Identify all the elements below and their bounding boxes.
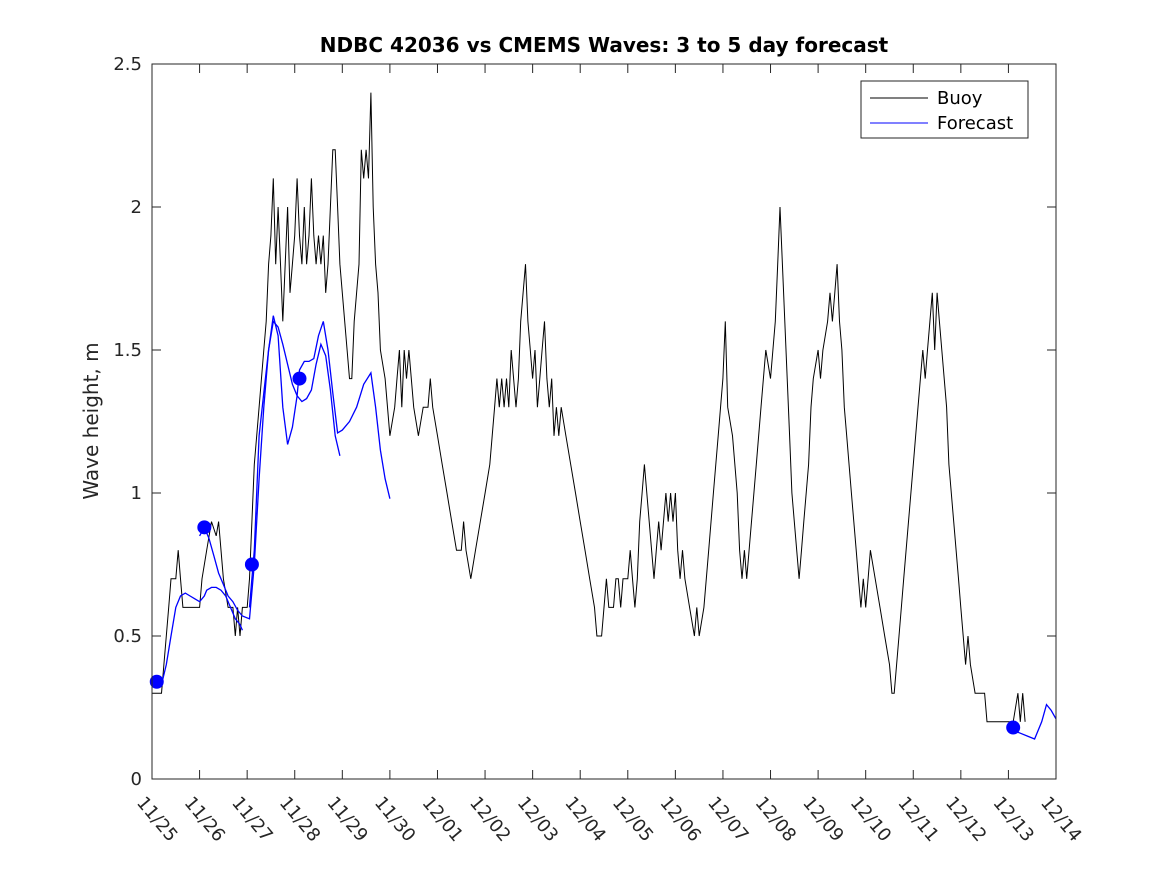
forecast-marker-1 [149, 674, 164, 689]
buoy-line [152, 92, 1026, 723]
chart-title: NDBC 42036 vs CMEMS Waves: 3 to 5 day fo… [320, 33, 889, 57]
forecast-marker-3 [244, 557, 259, 572]
y-tick-label: 1.5 [113, 340, 142, 361]
y-axis-label: Wave height, m [79, 342, 103, 499]
y-tick-label: 0.5 [113, 626, 142, 647]
forecast-line-4 [1012, 703, 1057, 740]
plot-area [152, 64, 1056, 779]
forecast-line-1 [156, 586, 243, 686]
y-tick-label: 1 [131, 483, 142, 504]
y-tick-label: 2.5 [113, 54, 142, 75]
forecast-marker-2 [197, 520, 212, 535]
forecast-marker-4 [292, 371, 307, 386]
legend-buoy-label: Buoy [937, 88, 983, 109]
y-tick-label: 2 [131, 197, 142, 218]
axes-box [151, 63, 1057, 780]
forecast-line-3 [248, 315, 391, 608]
legend: Buoy Forecast [860, 80, 1029, 139]
y-tick-label: 0 [131, 769, 142, 790]
legend-forecast-label: Forecast [937, 113, 1013, 134]
legend-box [860, 80, 1029, 139]
series-layer [149, 92, 1057, 740]
forecast-marker-5 [1006, 720, 1021, 735]
